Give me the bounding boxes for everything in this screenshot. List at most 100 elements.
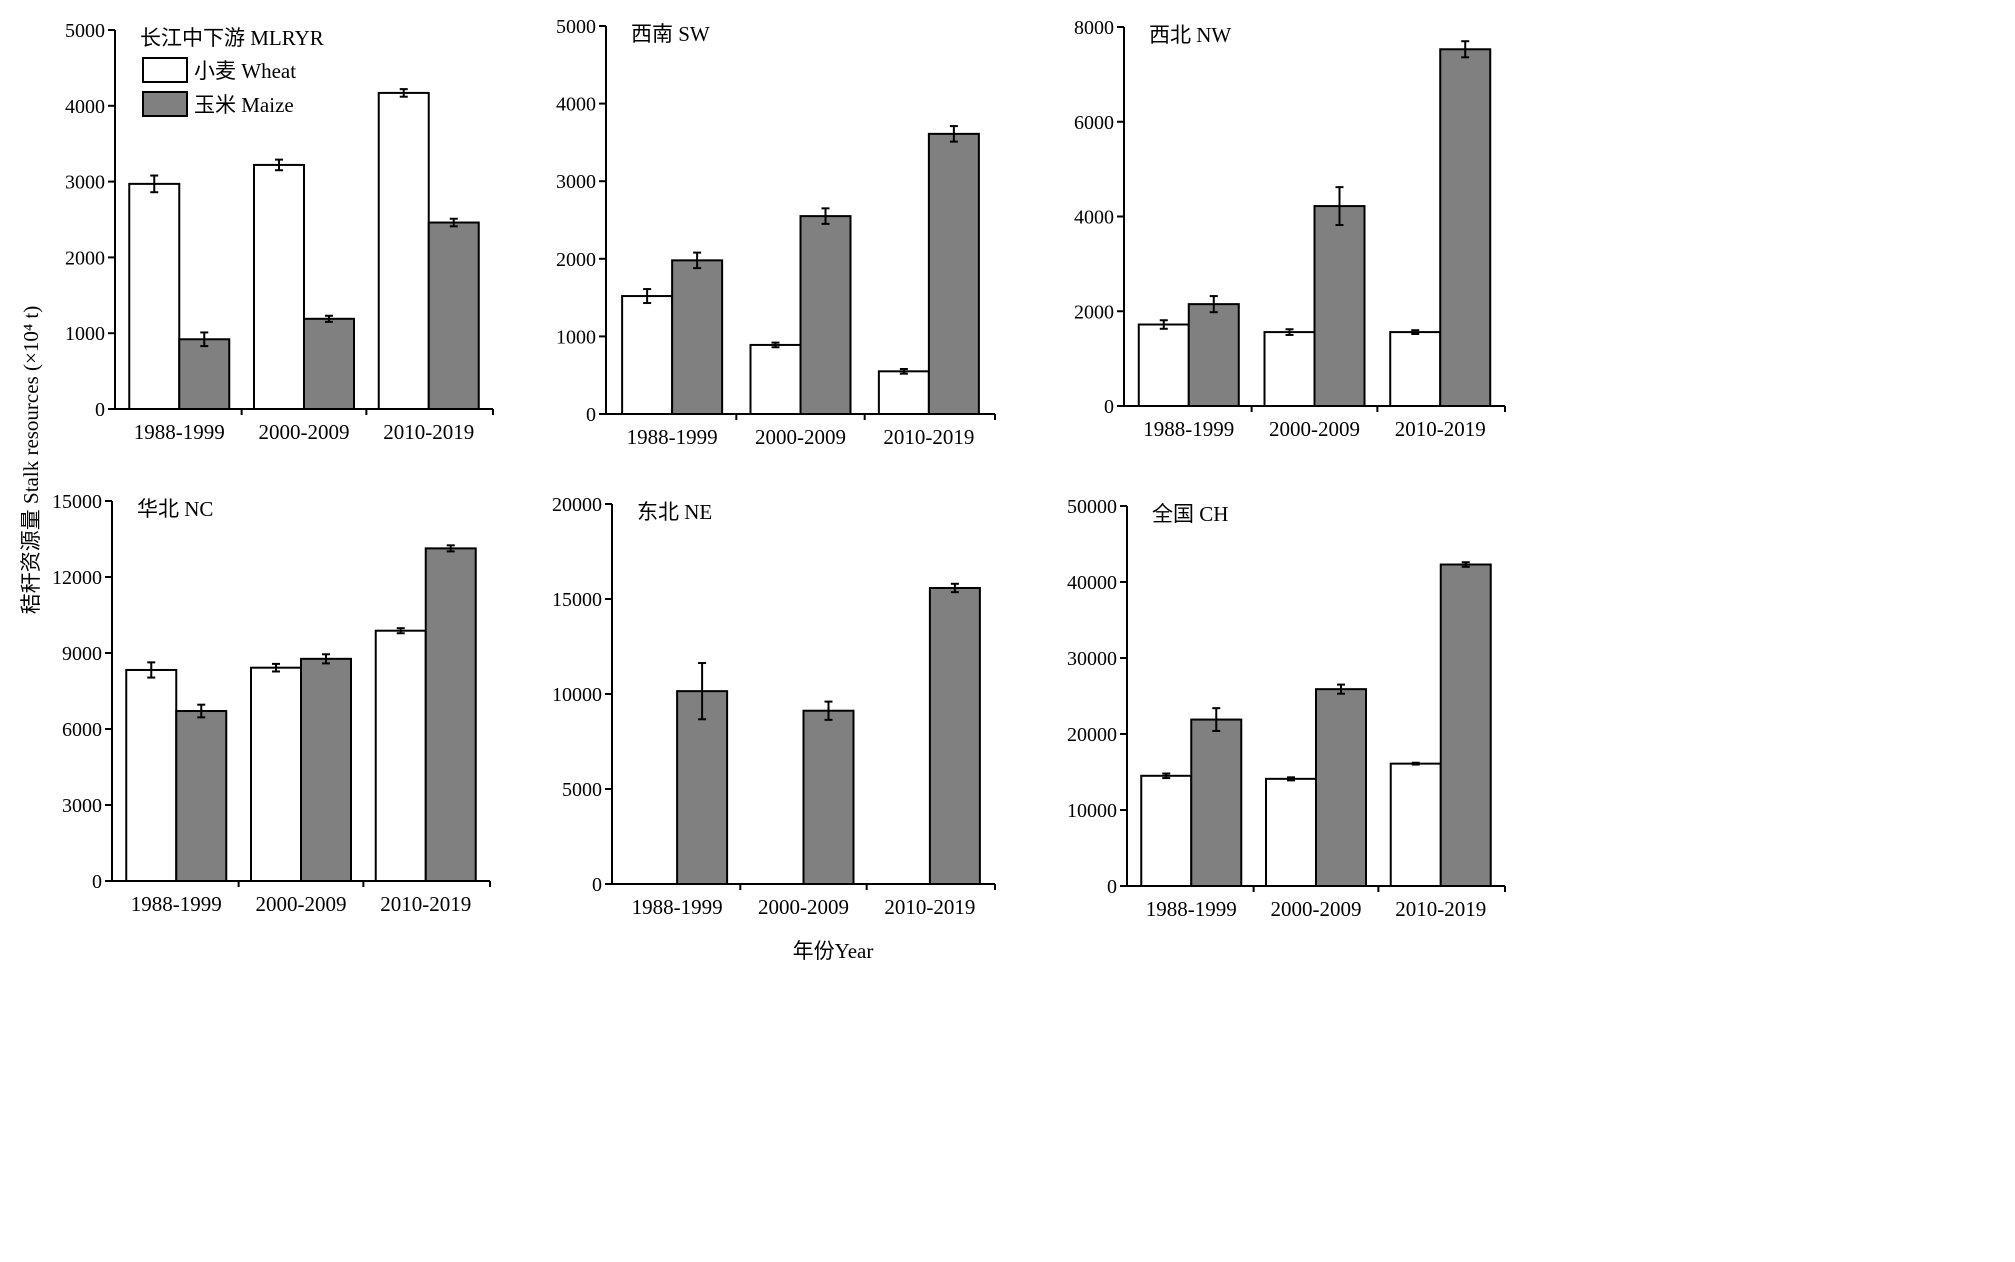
x-tick-label: 2000-2009 <box>758 895 849 919</box>
x-tick-label: 1988-1999 <box>627 425 718 449</box>
y-tick-label: 10000 <box>552 684 602 706</box>
bar <box>178 338 231 411</box>
y-tick-label: 1000 <box>65 323 105 345</box>
x-tick-label: 1988-1999 <box>1143 417 1234 441</box>
x-tick-label: 2010-2019 <box>380 892 471 916</box>
panel-title: 东北 NE <box>637 500 712 524</box>
bar <box>300 657 352 882</box>
y-tick-label: 5000 <box>65 20 105 42</box>
legend-label: 玉米 Maize <box>194 93 294 117</box>
x-tick-label: 2010-2019 <box>1395 417 1486 441</box>
bar <box>1140 774 1193 887</box>
chart-panels: 0 1000 2000 3000 4000 5000 1988-1999 2000-2009 2… <box>52 16 1506 921</box>
y-tick-label: 20000 <box>1067 724 1117 746</box>
y-tick-label: 15000 <box>52 491 102 513</box>
y-tick-label: 5000 <box>556 16 596 38</box>
bar <box>1263 331 1316 407</box>
x-tick-label: 1988-1999 <box>1146 897 1237 921</box>
y-tick-label: 15000 <box>552 589 602 611</box>
x-tick-label: 2000-2009 <box>755 425 846 449</box>
x-tick-label: 2010-2019 <box>883 425 974 449</box>
chart-panel: 0 5000 10000 15000 20000 1988-1999 2000-2009 20… <box>552 494 996 919</box>
y-tick-label: 0 <box>592 874 602 896</box>
y-axis-label: 秸秆资源量 Stalk resources (×10⁴ t) <box>19 306 43 614</box>
chart-panel: 0 1000 2000 3000 4000 5000 1988-1999 2000-2009 2… <box>65 20 494 444</box>
x-tick-label: 2000-2009 <box>259 420 350 444</box>
panel-title: 全国 CH <box>1152 502 1228 526</box>
x-axis-label: 年份Year <box>793 939 874 963</box>
chart-panel: 0 10000 20000 30000 40000 50000 1988-1999 2000-… <box>1067 496 1506 921</box>
bar <box>424 547 477 883</box>
bar <box>377 91 430 410</box>
bar <box>676 690 729 886</box>
y-tick-label: 2000 <box>1074 301 1114 323</box>
y-tick-label: 1000 <box>556 326 596 348</box>
bar <box>374 629 427 882</box>
y-tick-label: 0 <box>1107 876 1117 898</box>
y-tick-label: 50000 <box>1067 496 1117 518</box>
panel-title: 华北 NC <box>137 497 213 521</box>
y-tick-label: 0 <box>1104 396 1114 418</box>
x-tick-label: 2000-2009 <box>1269 417 1360 441</box>
bar <box>621 295 674 416</box>
x-tick-label: 2010-2019 <box>1395 897 1486 921</box>
panel-title: 西北 NW <box>1149 23 1231 47</box>
y-tick-label: 10000 <box>1067 800 1117 822</box>
x-tick-label: 1988-1999 <box>131 892 222 916</box>
y-tick-label: 0 <box>586 404 596 426</box>
legend-swatch <box>142 57 188 83</box>
x-tick-label: 1988-1999 <box>134 420 225 444</box>
bar <box>1313 205 1366 407</box>
chart-panel: 0 1000 2000 3000 4000 5000 1988-1999 2000-2009 2… <box>556 16 996 449</box>
y-tick-label: 6000 <box>1074 112 1114 134</box>
bar <box>427 221 480 410</box>
bar <box>128 182 181 410</box>
x-tick-label: 2000-2009 <box>256 892 347 916</box>
y-tick-label: 30000 <box>1067 648 1117 670</box>
bar <box>1439 563 1492 888</box>
y-tick-label: 5000 <box>562 779 602 801</box>
bar <box>928 586 981 885</box>
y-tick-label: 12000 <box>52 567 102 589</box>
bar <box>1439 48 1492 408</box>
x-tick-label: 2010-2019 <box>884 895 975 919</box>
bar <box>1389 762 1442 888</box>
y-tick-label: 40000 <box>1067 572 1117 594</box>
y-tick-label: 3000 <box>556 171 596 193</box>
y-tick-label: 3000 <box>65 172 105 194</box>
bar <box>671 259 724 415</box>
y-tick-label: 4000 <box>1074 207 1114 229</box>
y-tick-label: 8000 <box>1074 17 1114 39</box>
x-tick-label: 1988-1999 <box>632 895 723 919</box>
chart-panel: 0 2000 4000 6000 8000 1988-1999 2000-2009 2010-… <box>1074 17 1506 441</box>
bar <box>175 710 228 882</box>
chart-figure: 秸秆资源量 Stalk resources (×10⁴ t) 年份Year 0 1… <box>19 16 1506 963</box>
panel-title: 西南 SW <box>631 22 710 46</box>
bar <box>1187 303 1240 407</box>
bar <box>1389 331 1442 407</box>
bar <box>749 343 802 416</box>
bar <box>802 709 855 885</box>
y-tick-label: 3000 <box>62 795 102 817</box>
chart-panel: 0 3000 6000 9000 12000 15000 1988-1999 2000-200… <box>52 491 491 916</box>
bar <box>877 370 930 416</box>
y-tick-label: 4000 <box>556 94 596 116</box>
legend-label: 小麦 Wheat <box>194 59 296 83</box>
bar <box>1190 718 1243 887</box>
bar <box>125 668 178 882</box>
y-tick-label: 6000 <box>62 719 102 741</box>
y-tick-label: 4000 <box>65 96 105 118</box>
y-tick-label: 0 <box>92 871 102 893</box>
bar <box>927 132 980 415</box>
bar <box>799 215 852 415</box>
legend-swatch <box>142 91 188 117</box>
y-tick-label: 9000 <box>62 643 102 665</box>
y-tick-label: 2000 <box>65 247 105 269</box>
bar <box>253 163 305 410</box>
y-tick-label: 2000 <box>556 249 596 271</box>
panel-title: 长江中下游 MLRYR <box>140 26 324 50</box>
x-tick-label: 2010-2019 <box>383 420 474 444</box>
bar <box>1265 777 1317 888</box>
x-tick-label: 2000-2009 <box>1271 897 1362 921</box>
y-tick-label: 0 <box>95 399 105 421</box>
